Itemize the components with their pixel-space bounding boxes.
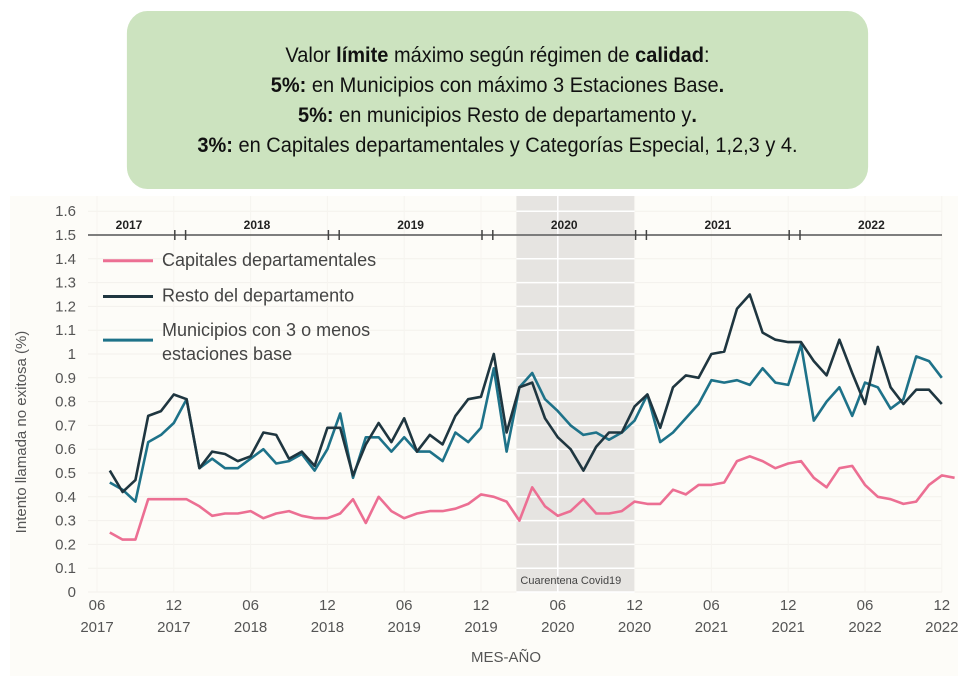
y-tick-label: 0.3 <box>55 513 76 530</box>
note-line-4: 3%: en Capitales departamentales y Categ… <box>197 133 798 157</box>
legend-label: estaciones base <box>162 344 292 364</box>
x-tick-month: 06 <box>396 597 413 614</box>
y-tick-label: 1.5 <box>55 227 76 244</box>
y-tick-label: 0 <box>68 584 76 601</box>
x-tick-year: 2022 <box>925 619 958 636</box>
year-band-label: 2022 <box>858 218 885 232</box>
x-tick-month: 12 <box>780 597 797 614</box>
year-band-label: 2019 <box>397 218 424 232</box>
year-band-label: 2018 <box>244 218 271 232</box>
note-line-3: 5%: en municipios Resto de departamento … <box>297 103 697 127</box>
x-tick-year: 2020 <box>618 619 651 636</box>
line-chart: 0 0.1 0.2 0.3 0.4 0.5 0.6 0.7 0.8 0.9 1 1.1 1.2 1.3 1.… <box>13 196 958 666</box>
x-tick-month: 12 <box>473 597 490 614</box>
year-band-label: 2017 <box>116 218 143 232</box>
x-tick-year: 2017 <box>157 619 190 636</box>
x-axis-title: MES-AÑO <box>471 649 541 666</box>
legend-label: Capitales departamentales <box>162 250 376 270</box>
x-tick-year: 2020 <box>541 619 574 636</box>
x-tick-month: 06 <box>549 597 566 614</box>
x-tick-month: 06 <box>857 597 874 614</box>
quality-limits-note: Valor límite máximo según régimen de cal… <box>126 11 869 189</box>
y-tick-label: 0.2 <box>55 536 76 553</box>
y-tick-label: 1.2 <box>55 298 76 315</box>
series-line-resto <box>108 293 943 494</box>
y-axis-title: Intento llamada no exitosa (%) <box>13 331 30 534</box>
y-tick-label: 1 <box>68 346 76 363</box>
y-tick-label: 1.4 <box>55 251 76 268</box>
x-tick-year: 2017 <box>80 619 113 636</box>
x-tick-year: 2019 <box>388 619 421 636</box>
x-tick-month: 12 <box>626 597 643 614</box>
x-tick-year: 2018 <box>234 619 267 636</box>
x-tick-year: 2019 <box>464 619 497 636</box>
y-tick-label: 0.9 <box>55 370 76 387</box>
covid-quarantine-band <box>516 196 635 592</box>
y-tick-label: 0.7 <box>55 417 76 434</box>
y-tick-label: 0.5 <box>55 465 76 482</box>
legend-label: Resto del departamento <box>162 286 354 306</box>
y-tick-label: 0.1 <box>55 560 76 577</box>
x-tick-month: 12 <box>933 597 950 614</box>
y-tick-label: 1.6 <box>55 203 76 220</box>
x-tick-month: 06 <box>703 597 720 614</box>
x-tick-year: 2021 <box>772 619 805 636</box>
x-tick-year: 2021 <box>695 619 728 636</box>
year-band-label: 2020 <box>551 218 578 232</box>
note-line-2: 5%: en Municipios con máximo 3 Estacione… <box>270 73 725 97</box>
y-tick-label: 1.1 <box>55 322 76 339</box>
x-tick-month: 06 <box>89 597 106 614</box>
series-line-municipios <box>109 343 943 503</box>
covid-annotation-label: Cuarentena Covid19 <box>520 575 621 587</box>
x-tick-month: 12 <box>319 597 336 614</box>
x-tick-month: 06 <box>242 597 259 614</box>
chart-container: 0 0.1 0.2 0.3 0.4 0.5 0.6 0.7 0.8 0.9 1 1.1 1.2 1.3 1.… <box>10 196 958 676</box>
year-band-label: 2021 <box>704 218 731 232</box>
note-line-1: Valor límite máximo según régimen de cal… <box>285 43 710 67</box>
series-line-capitales <box>109 454 955 541</box>
x-tick-year: 2022 <box>848 619 881 636</box>
y-tick-label: 0.4 <box>55 489 76 506</box>
y-tick-label: 1.3 <box>55 275 76 292</box>
legend-label: Municipios con 3 o menos <box>162 320 370 340</box>
y-tick-label: 0.6 <box>55 441 76 458</box>
x-tick-year: 2018 <box>311 619 344 636</box>
x-tick-month: 12 <box>165 597 182 614</box>
y-tick-label: 0.8 <box>55 394 76 411</box>
